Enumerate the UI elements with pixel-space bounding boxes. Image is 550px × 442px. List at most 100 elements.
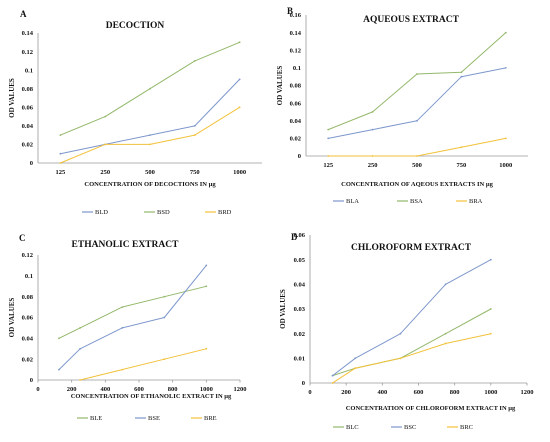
- y-tick-label: 0.08: [22, 294, 34, 301]
- data-point-brc: [331, 382, 334, 384]
- y-tick-label: 0.06: [22, 315, 34, 322]
- data-point-blc: [444, 332, 447, 335]
- data-point-bsc: [399, 332, 402, 335]
- data-point-bra: [504, 137, 507, 140]
- y-tick-label: 0.1: [293, 65, 301, 72]
- data-point-bld: [149, 134, 151, 137]
- data-point-brd: [193, 134, 196, 137]
- x-tick-label: 600: [134, 386, 144, 393]
- x-tick-label: 600: [414, 389, 424, 396]
- y-tick-label: 0.02: [294, 331, 305, 338]
- data-point-bse: [163, 316, 166, 319]
- data-point-bla: [371, 128, 374, 131]
- y-tick-label: 0: [302, 380, 305, 387]
- data-point-brd: [104, 143, 107, 146]
- x-tick-label: 1200: [234, 386, 247, 393]
- y-tick-label: 0.12: [22, 49, 33, 56]
- data-point-bsa: [371, 111, 374, 113]
- y-tick-label: 0.12: [22, 252, 33, 259]
- data-point-bse: [58, 368, 60, 371]
- x-tick-label: 200: [341, 389, 351, 396]
- x-tick-label: 800: [450, 389, 460, 396]
- x-axis-label: CONCENTRATION OF ETHANOLIC EXTRACT IN µg: [71, 393, 232, 400]
- y-tick-label: 0.02: [22, 142, 33, 149]
- x-tick-label: 125: [56, 169, 67, 176]
- data-point-bra: [460, 146, 463, 149]
- data-point-ble: [58, 337, 60, 340]
- y-tick-label: 0: [30, 160, 33, 167]
- panel-d: D CHLOROFORM EXTRACT 0 0.01 0.02 0.03 0.04 0.05…: [279, 232, 534, 431]
- x-axis-label: CONCENTRATION OF CHLOROFORM EXTRACT IN µ…: [346, 405, 516, 412]
- legend-label-bsd: BSD: [157, 209, 170, 216]
- series-line-bre: [79, 348, 207, 381]
- x-tick-label: 1000: [499, 162, 512, 169]
- y-tick-label: 0.04: [22, 123, 34, 130]
- x-tick-label: 250: [368, 162, 378, 169]
- legend-label-bld: BLD: [95, 209, 108, 216]
- y-tick-label: 0: [30, 377, 33, 384]
- data-point-bla: [504, 67, 507, 69]
- series-line-bsa: [328, 32, 507, 131]
- data-point-ble: [79, 327, 81, 329]
- y-axis-label: OD VALUES: [8, 78, 16, 118]
- y-tick-label: 0.04: [22, 336, 34, 343]
- data-point-brd: [149, 143, 151, 146]
- y-tick-label: 0.06: [290, 100, 302, 107]
- x-tick-label: 1000: [484, 389, 497, 396]
- series-line-brc: [332, 333, 491, 384]
- y-axis-label: OD VALUES: [8, 298, 16, 338]
- data-point-bsa: [327, 128, 330, 131]
- data-point-bsd: [149, 87, 151, 90]
- panel-c: C ETHANOLIC EXTRACT 0 0.02 0.04 0.06 0.08 0.1 0.…: [8, 233, 247, 422]
- data-point-ble: [205, 285, 208, 288]
- data-point-bla: [460, 75, 463, 78]
- x-tick-label: 0: [36, 386, 39, 393]
- y-tick-label: 0.04: [294, 282, 306, 289]
- panel-letter: A: [20, 9, 27, 19]
- chart-title: CHLOROFORM EXTRACT: [351, 243, 472, 253]
- y-tick-label: 0.04: [290, 118, 302, 125]
- y-tick-label: 0.08: [22, 86, 34, 93]
- x-tick-label: 200: [67, 386, 77, 393]
- x-tick-label: 1000: [200, 386, 213, 393]
- series-line-blc: [332, 308, 492, 377]
- x-tick-label: 125: [323, 162, 334, 169]
- x-tick-label: 250: [100, 169, 110, 176]
- y-tick-label: 0.08: [290, 83, 302, 90]
- data-point-bsc: [444, 283, 447, 286]
- data-point-ble: [163, 295, 166, 298]
- data-point-bsc: [354, 357, 357, 360]
- data-point-bre: [121, 368, 124, 371]
- data-point-ble: [121, 306, 124, 308]
- y-tick-label: 0.06: [294, 232, 306, 239]
- legend-label-bla: BLA: [346, 198, 359, 205]
- data-point-bsd: [193, 60, 196, 62]
- x-axis-label: CONCENTRATION OF AQEOUS EXTRACTS IN µg: [341, 181, 493, 188]
- legend-label-bse: BSE: [148, 415, 160, 422]
- y-tick-label: 0.03: [294, 306, 306, 313]
- series-line-ble: [58, 285, 207, 339]
- data-point-bsa: [416, 73, 418, 75]
- data-point-bra: [327, 155, 330, 157]
- y-tick-label: 0.06: [22, 104, 34, 111]
- x-tick-label: 500: [145, 169, 155, 176]
- y-tick-label: 0.02: [22, 356, 33, 363]
- data-point-bsd: [104, 115, 107, 118]
- y-tick-label: 0.12: [290, 47, 301, 54]
- panel-letter: C: [19, 233, 26, 243]
- data-point-blc: [489, 308, 492, 310]
- data-point-brd: [59, 162, 62, 164]
- legend-label-blc: BLC: [346, 424, 359, 431]
- y-tick-label: 0.14: [290, 30, 302, 37]
- data-point-bld: [193, 125, 196, 127]
- series-line-bld: [60, 79, 240, 155]
- chart-title: DECOCTION: [106, 21, 165, 31]
- series-line-bla: [328, 67, 506, 139]
- panel-a: A DECOCTION 0 0.02 0.04 0.06 0.08 0.1 0.12 0.14 12…: [8, 9, 262, 216]
- data-point-bse: [121, 327, 124, 329]
- x-tick-label: 1200: [521, 389, 534, 396]
- x-tick-label: 0: [308, 389, 311, 396]
- data-point-bsd: [238, 41, 241, 44]
- data-point-bsc: [489, 258, 492, 261]
